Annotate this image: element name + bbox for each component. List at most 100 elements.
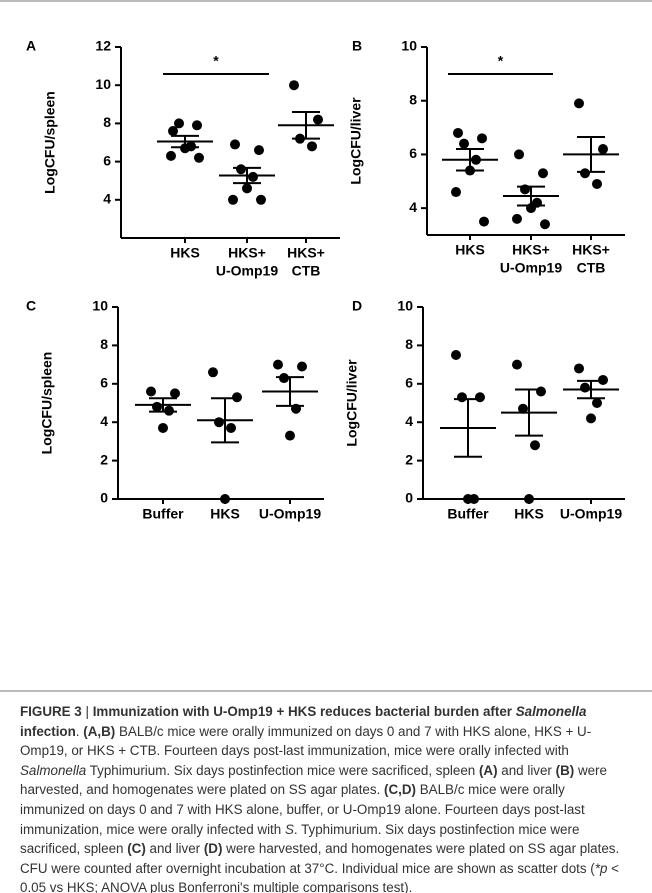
caption-run: *p bbox=[594, 860, 608, 876]
caption-run: (C,D) bbox=[384, 782, 417, 798]
x-tick-label: HKS bbox=[514, 506, 544, 522]
data-dot bbox=[228, 194, 238, 205]
caption-run: S bbox=[284, 821, 294, 837]
data-dot bbox=[592, 398, 602, 408]
data-dot bbox=[598, 144, 608, 155]
caption-run: FIGURE 3 bbox=[20, 704, 82, 719]
y-tick-label: 8 bbox=[100, 336, 108, 352]
data-dot bbox=[538, 168, 548, 179]
data-dot bbox=[236, 164, 246, 175]
caption-run: . bbox=[75, 723, 84, 739]
caption-run: (D) bbox=[203, 841, 223, 857]
x-tick-label: HKS+ bbox=[287, 245, 325, 261]
data-dot bbox=[285, 430, 295, 441]
caption-run: | bbox=[81, 704, 93, 719]
y-tick-label: 0 bbox=[100, 490, 108, 506]
x-tick-label: CTB bbox=[577, 260, 606, 276]
y-tick-label: 4 bbox=[409, 199, 417, 215]
caption-run: (B) bbox=[555, 762, 575, 778]
caption-run: Immunization with U-Omp19 + HKS reduces … bbox=[92, 704, 516, 719]
data-dot bbox=[574, 363, 584, 374]
caption-run: and liver bbox=[145, 841, 204, 857]
data-dot bbox=[514, 149, 524, 160]
data-dot bbox=[536, 386, 546, 397]
data-dot bbox=[254, 145, 264, 156]
figure-panels: A LogCFU/spleen 4 6 8 10 12 HKS HKS+ U-Omp19 HKS+ C… bbox=[26, 38, 625, 522]
caption-run: Salmonella bbox=[515, 704, 587, 719]
data-dot bbox=[220, 494, 230, 504]
data-dot bbox=[530, 440, 540, 451]
y-tick-label: 4 bbox=[405, 413, 413, 429]
y-axis-label: LogCFU/liver bbox=[344, 359, 360, 447]
data-dot bbox=[540, 219, 550, 230]
y-tick-label: 10 bbox=[95, 76, 111, 92]
data-dot bbox=[248, 171, 258, 182]
y-axis-label: LogCFU/liver bbox=[348, 97, 364, 185]
x-tick-label: Buffer bbox=[447, 506, 489, 522]
caption-run: Typhimurium. Six days postinfection mice… bbox=[86, 762, 479, 778]
data-dot bbox=[574, 98, 584, 109]
caption-run: < 0.05 vs HKS; ANOVA plus Bonferroni's m… bbox=[20, 860, 619, 893]
y-tick-label: 8 bbox=[409, 91, 417, 107]
y-tick-label: 0 bbox=[405, 490, 413, 506]
y-tick-label: 6 bbox=[409, 145, 417, 161]
y-tick-label: 10 bbox=[401, 38, 417, 54]
data-dot bbox=[313, 114, 323, 125]
x-tick-label: U-Omp19 bbox=[259, 506, 321, 522]
caption-run: (A) bbox=[478, 762, 498, 778]
data-dot bbox=[273, 359, 283, 370]
data-dot bbox=[580, 382, 590, 393]
data-dot bbox=[242, 183, 252, 194]
significance-label: * bbox=[213, 53, 219, 69]
y-tick-label: 4 bbox=[100, 413, 108, 429]
y-tick-label: 6 bbox=[100, 375, 108, 391]
data-dot bbox=[463, 494, 473, 504]
x-tick-label: Buffer bbox=[142, 506, 184, 522]
caption-run: (C) bbox=[127, 841, 146, 857]
data-dot bbox=[166, 150, 176, 161]
panel-letter: B bbox=[352, 38, 362, 54]
caption-run: (A,B) bbox=[83, 723, 116, 739]
data-dot bbox=[451, 350, 461, 360]
data-dot bbox=[256, 194, 266, 205]
caption-run: and liver bbox=[497, 762, 556, 778]
data-dot bbox=[586, 413, 596, 424]
y-tick-label: 8 bbox=[103, 114, 111, 130]
caption-run: were harvested, and homogenates were pla… bbox=[20, 841, 620, 876]
x-tick-label: HKS+ bbox=[228, 245, 266, 261]
panel-letter: D bbox=[352, 298, 362, 314]
data-dot bbox=[477, 133, 487, 144]
x-tick-label: CTB bbox=[292, 263, 321, 279]
data-dot bbox=[158, 422, 168, 433]
data-dot bbox=[230, 139, 240, 150]
data-dot bbox=[592, 178, 602, 189]
y-tick-label: 2 bbox=[100, 451, 108, 467]
data-dot bbox=[208, 367, 218, 378]
y-tick-label: 10 bbox=[397, 298, 413, 314]
caption-run: were harvested, and homogenates were pla… bbox=[20, 762, 607, 798]
data-dot bbox=[170, 388, 180, 399]
data-dot bbox=[457, 392, 467, 403]
x-tick-label: U-Omp19 bbox=[500, 260, 562, 276]
data-dot bbox=[512, 213, 522, 224]
caption-run: BALB/c mice were orally immunized on day… bbox=[20, 723, 592, 759]
data-dot bbox=[289, 80, 299, 91]
y-axis-label: LogCFU/spleen bbox=[39, 352, 55, 455]
y-axis-label: LogCFU/spleen bbox=[42, 91, 58, 194]
data-dot bbox=[524, 494, 534, 504]
data-dot bbox=[192, 120, 202, 131]
x-tick-label: HKS bbox=[455, 242, 485, 258]
y-tick-label: 8 bbox=[405, 336, 413, 352]
data-dot bbox=[512, 359, 522, 370]
x-tick-label: HKS bbox=[170, 245, 200, 261]
y-tick-label: 10 bbox=[92, 298, 108, 314]
significance-label: * bbox=[498, 53, 504, 69]
data-dot bbox=[451, 187, 461, 198]
y-tick-label: 4 bbox=[103, 191, 111, 207]
data-dot bbox=[174, 118, 184, 129]
data-dot bbox=[580, 168, 590, 179]
caption-run: Salmonella bbox=[20, 762, 87, 778]
y-tick-label: 12 bbox=[95, 38, 111, 54]
data-dot bbox=[453, 127, 463, 138]
